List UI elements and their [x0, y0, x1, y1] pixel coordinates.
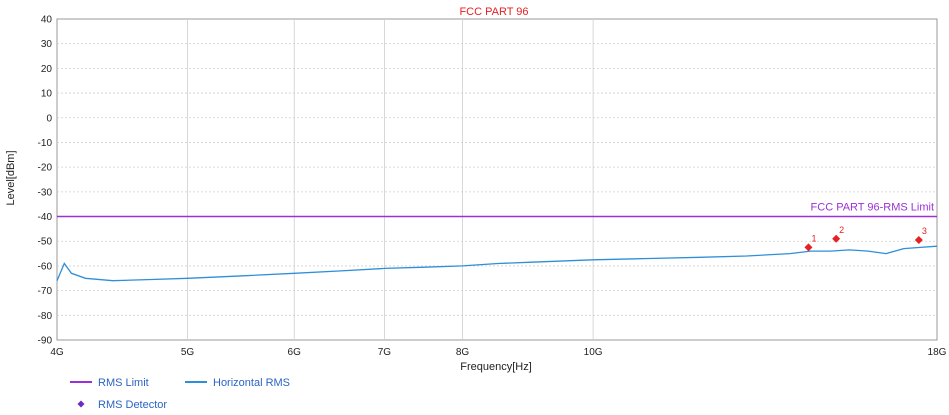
x-tick-label: 5G — [181, 347, 195, 358]
grid — [56, 18, 938, 341]
y-tick-label: -50 — [38, 237, 53, 248]
x-tick-label: 4G — [50, 347, 64, 358]
marker-point — [804, 243, 813, 252]
y-tick-label: -70 — [38, 286, 53, 297]
x-tick-label: 7G — [378, 347, 392, 358]
y-axis-title: Level[dBm] — [5, 150, 17, 205]
chart-title: FCC PART 96 — [459, 6, 528, 18]
y-tick-label: 0 — [46, 113, 52, 124]
limit-annotation: FCC PART 96-RMS Limit — [811, 202, 934, 214]
marker-label: 2 — [839, 225, 844, 235]
x-tick-label: 8G — [456, 347, 470, 358]
marker-label: 1 — [811, 233, 816, 243]
y-tick-label: -60 — [38, 261, 53, 272]
y-tick-label: -10 — [38, 138, 53, 149]
y-tick-label: -80 — [38, 311, 53, 322]
plot-area — [56, 18, 938, 341]
y-tick-label: 20 — [41, 64, 53, 75]
marker-point — [832, 234, 841, 243]
y-tick-label: -40 — [38, 212, 53, 223]
legend: RMS Limit Horizontal RMS RMS Detector — [70, 377, 290, 411]
series-line-horizontal-rms — [56, 245, 938, 282]
x-tick-label: 10G — [584, 347, 603, 358]
legend-label: Horizontal RMS — [213, 377, 290, 389]
x-tick-label: 6G — [288, 347, 302, 358]
marker-layer: 1 2 3 — [804, 225, 927, 252]
y-tick-label: -30 — [38, 187, 53, 198]
series-layer: FCC PART 96-RMS Limit — [56, 202, 938, 282]
legend-label: RMS Detector — [98, 399, 167, 411]
y-tick-label: 10 — [41, 89, 53, 100]
legend-label: RMS Limit — [98, 377, 149, 389]
legend-swatch — [77, 400, 85, 408]
y-tick-label: 40 — [41, 15, 53, 26]
marker-label: 3 — [922, 226, 927, 236]
marker-point — [914, 235, 923, 244]
y-tick-label: -90 — [38, 336, 53, 347]
y-tick-label: 30 — [41, 39, 53, 50]
x-axis-title: Frequency[Hz] — [460, 361, 532, 373]
y-tick-label: -20 — [38, 163, 53, 174]
x-tick-label: 18G — [928, 347, 947, 358]
